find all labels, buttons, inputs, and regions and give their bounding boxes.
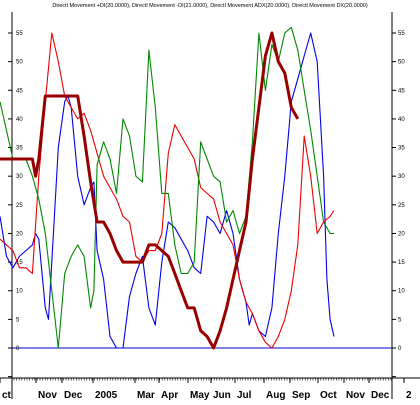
y-tick-label-left: 35 bbox=[16, 146, 23, 152]
y-tick-label-right: 50 bbox=[398, 60, 405, 66]
x-tick-label: Apr bbox=[161, 390, 178, 400]
x-tick-label: ct bbox=[2, 390, 12, 400]
series-line-4 bbox=[0, 31, 300, 350]
x-tick-label: Oct bbox=[320, 390, 337, 400]
x-tick-label: Nov bbox=[38, 390, 57, 400]
series-line-1 bbox=[0, 32, 335, 349]
series-line-3 bbox=[0, 26, 334, 349]
x-tick-label: Jul bbox=[237, 390, 252, 400]
x-tick-label: May bbox=[190, 390, 210, 400]
y-tick-label-right: 25 bbox=[398, 203, 405, 209]
y-tick-label-right: 20 bbox=[398, 231, 405, 237]
x-tick-label: Dec bbox=[371, 390, 390, 400]
x-tick-label: Aug bbox=[266, 390, 285, 400]
y-tick-label-left: 15 bbox=[16, 260, 23, 266]
y-tick-label-right: 10 bbox=[398, 289, 405, 295]
y-tick-label-left: 55 bbox=[16, 31, 23, 37]
y-tick-label-left: 20 bbox=[16, 231, 23, 237]
y-tick-label-left: 50 bbox=[16, 60, 23, 66]
x-tick-label: Nov bbox=[346, 390, 365, 400]
y-tick-label-left: 25 bbox=[16, 203, 23, 209]
y-tick-label-left: 45 bbox=[16, 88, 23, 94]
y-tick-label-right: 40 bbox=[398, 117, 405, 123]
series-layer bbox=[0, 26, 335, 350]
y-tick-label-right: 15 bbox=[398, 260, 405, 266]
plot-frame bbox=[0, 12, 420, 399]
x-tick-label: 2 bbox=[406, 390, 412, 400]
y-tick-label-right: 55 bbox=[398, 31, 405, 37]
y-tick-label-right: 35 bbox=[398, 146, 405, 152]
y-tick-label-right: 30 bbox=[398, 174, 405, 180]
x-tick-label: 2005 bbox=[95, 390, 118, 400]
x-tick-label: Mar bbox=[137, 390, 155, 400]
y-tick-label-right: 45 bbox=[398, 88, 405, 94]
y-tick-label-left: 30 bbox=[16, 174, 23, 180]
chart-title: Directl Movement +DI(20.0000), Directl M… bbox=[52, 3, 367, 9]
y-tick-label-left: 10 bbox=[16, 289, 23, 295]
series-line-2 bbox=[0, 32, 335, 349]
y-tick-label-left: 40 bbox=[16, 117, 23, 123]
y-tick-label-right: 5 bbox=[398, 317, 402, 323]
x-tick-label: Jun bbox=[213, 390, 231, 400]
x-tick-label: Dec bbox=[64, 390, 83, 400]
x-axis-ticks: ct Nov Dec 2005 Mar Apr May Jun Jul Aug Sep Oct Nov D… bbox=[0, 378, 412, 401]
x-tick-label: Sep bbox=[292, 390, 310, 400]
y-tick-label-left: 0 bbox=[16, 346, 20, 352]
y-tick-label-left: 5 bbox=[16, 317, 20, 323]
y-tick-label-right: 0 bbox=[398, 346, 402, 352]
